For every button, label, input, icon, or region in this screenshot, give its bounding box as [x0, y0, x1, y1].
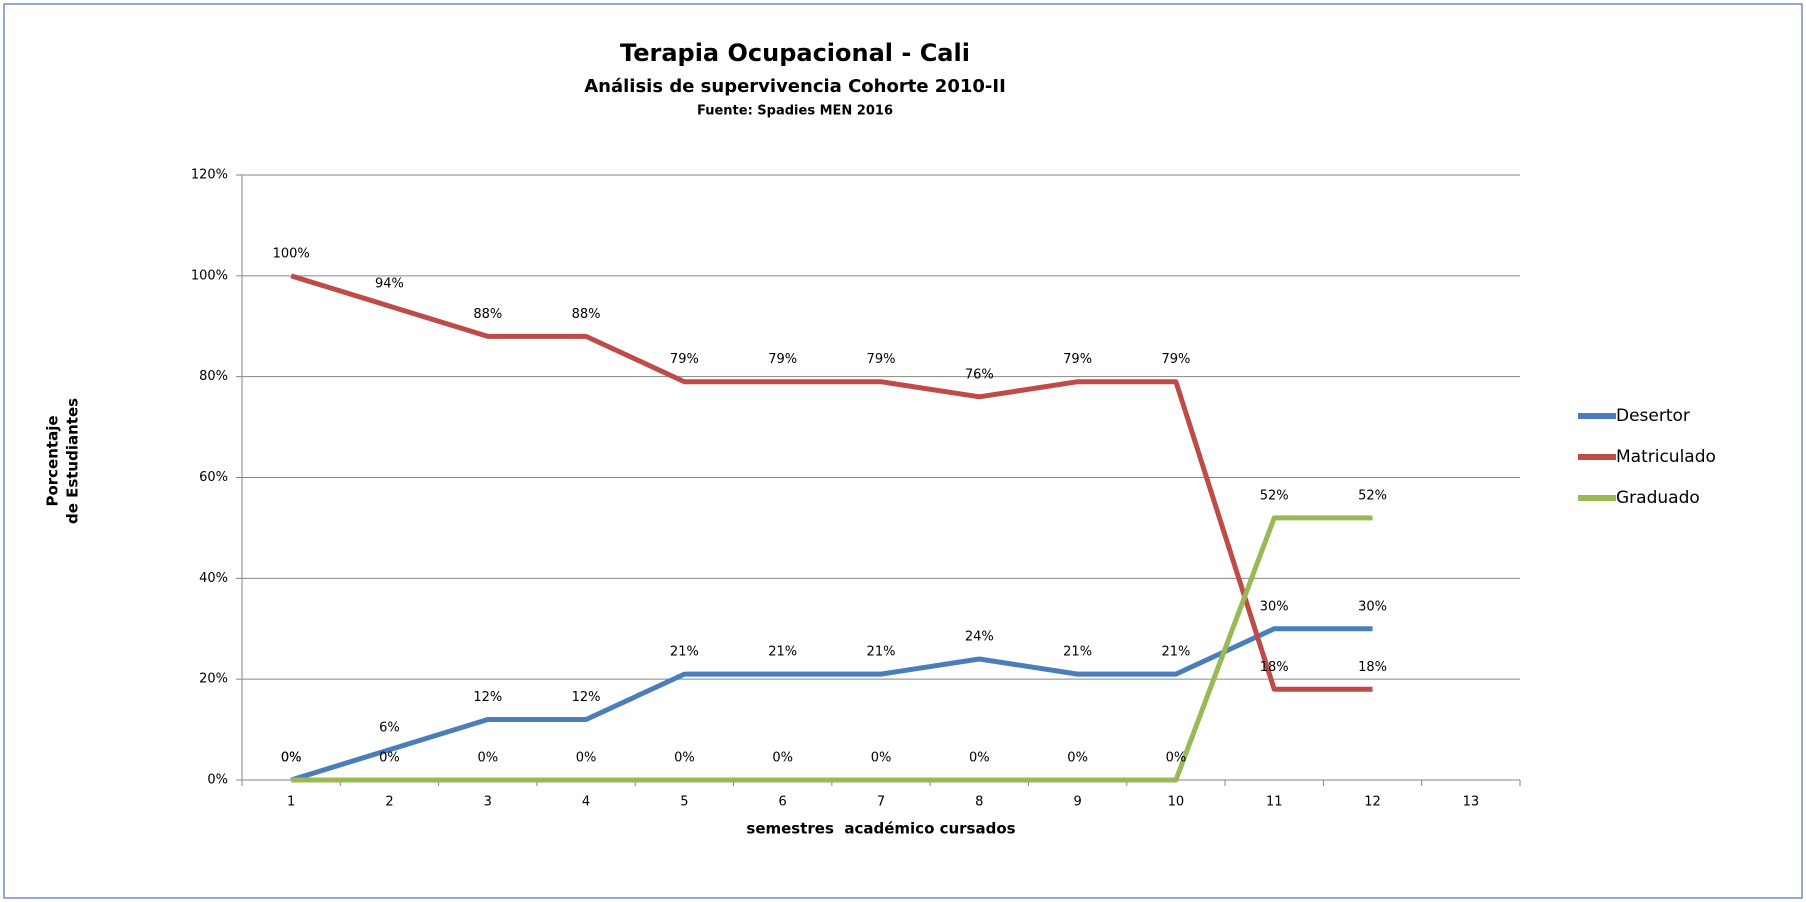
chart-frame	[3, 3, 1803, 899]
y-axis-label: Porcentaje de Estudiantes	[44, 398, 82, 524]
data-label: 6%	[379, 720, 400, 735]
data-label: 18%	[1260, 660, 1289, 675]
chart-subtitle: Análisis de supervivencia Cohorte 2010-I…	[584, 76, 1006, 97]
data-label: 88%	[473, 307, 502, 322]
data-label: 21%	[670, 645, 699, 660]
y-tick-label: 0%	[207, 773, 228, 788]
data-label: 0%	[969, 751, 990, 766]
data-label: 79%	[1063, 352, 1092, 367]
x-tick-label: 8	[975, 795, 983, 810]
x-tick-label: 11	[1266, 795, 1283, 810]
y-tick-label: 100%	[191, 268, 228, 283]
chart-source: Fuente: Spadies MEN 2016	[697, 104, 893, 119]
data-label: 0%	[477, 751, 498, 766]
x-tick-label: 1	[287, 795, 295, 810]
x-tick-label: 4	[582, 795, 590, 810]
data-label: 0%	[674, 751, 695, 766]
y-tick-label: 20%	[199, 672, 228, 687]
data-label: 21%	[768, 645, 797, 660]
series-line	[290, 626, 1373, 783]
data-label: 21%	[1063, 645, 1092, 660]
legend-label: Desertor	[1616, 406, 1690, 426]
data-label: 24%	[965, 630, 994, 645]
data-label: 0%	[871, 751, 892, 766]
data-label: 30%	[1260, 599, 1289, 614]
x-tick-label: 9	[1073, 795, 1081, 810]
data-label: 79%	[670, 352, 699, 367]
chart-title: Terapia Ocupacional - Cali	[620, 39, 970, 67]
data-label: 18%	[1358, 660, 1387, 675]
data-label: 0%	[281, 751, 302, 766]
data-label: 12%	[473, 690, 502, 705]
data-label: 76%	[965, 367, 994, 382]
y-axis-label-line: Porcentaje	[44, 415, 62, 506]
x-tick-label: 5	[680, 795, 688, 810]
data-label: 30%	[1358, 599, 1387, 614]
y-tick-label: 40%	[199, 571, 228, 586]
data-label: 52%	[1260, 488, 1289, 503]
data-label: 0%	[1166, 751, 1187, 766]
series-line	[290, 273, 1373, 692]
series-line	[291, 515, 1373, 783]
data-label: 12%	[572, 690, 601, 705]
y-tick-label: 60%	[199, 470, 228, 485]
data-label: 21%	[867, 645, 896, 660]
data-label: 79%	[1161, 352, 1190, 367]
data-label: 52%	[1358, 488, 1387, 503]
data-label: 21%	[1161, 645, 1190, 660]
data-label: 0%	[281, 751, 302, 766]
x-axis-label: semestres académico cursados	[746, 820, 1015, 838]
x-tick-label: 10	[1168, 795, 1185, 810]
x-tick-label: 12	[1364, 795, 1381, 810]
legend-label: Matriculado	[1616, 447, 1716, 467]
x-tick-label: 7	[877, 795, 885, 810]
data-label: 88%	[572, 307, 601, 322]
y-tick-label: 120%	[191, 168, 228, 183]
data-label: 0%	[379, 751, 400, 766]
legend-label: Graduado	[1616, 488, 1700, 508]
x-tick-label: 13	[1463, 795, 1480, 810]
data-label: 94%	[375, 277, 404, 292]
x-tick-label: 6	[779, 795, 787, 810]
data-label: 100%	[273, 246, 310, 261]
data-label: 0%	[576, 751, 597, 766]
data-label: 0%	[1067, 751, 1088, 766]
data-label: 79%	[867, 352, 896, 367]
x-tick-label: 2	[385, 795, 393, 810]
y-axis-label-line: de Estudiantes	[64, 398, 82, 524]
x-tick-label: 3	[484, 795, 492, 810]
data-label: 0%	[772, 751, 793, 766]
data-label: 79%	[768, 352, 797, 367]
y-tick-label: 80%	[199, 369, 228, 384]
